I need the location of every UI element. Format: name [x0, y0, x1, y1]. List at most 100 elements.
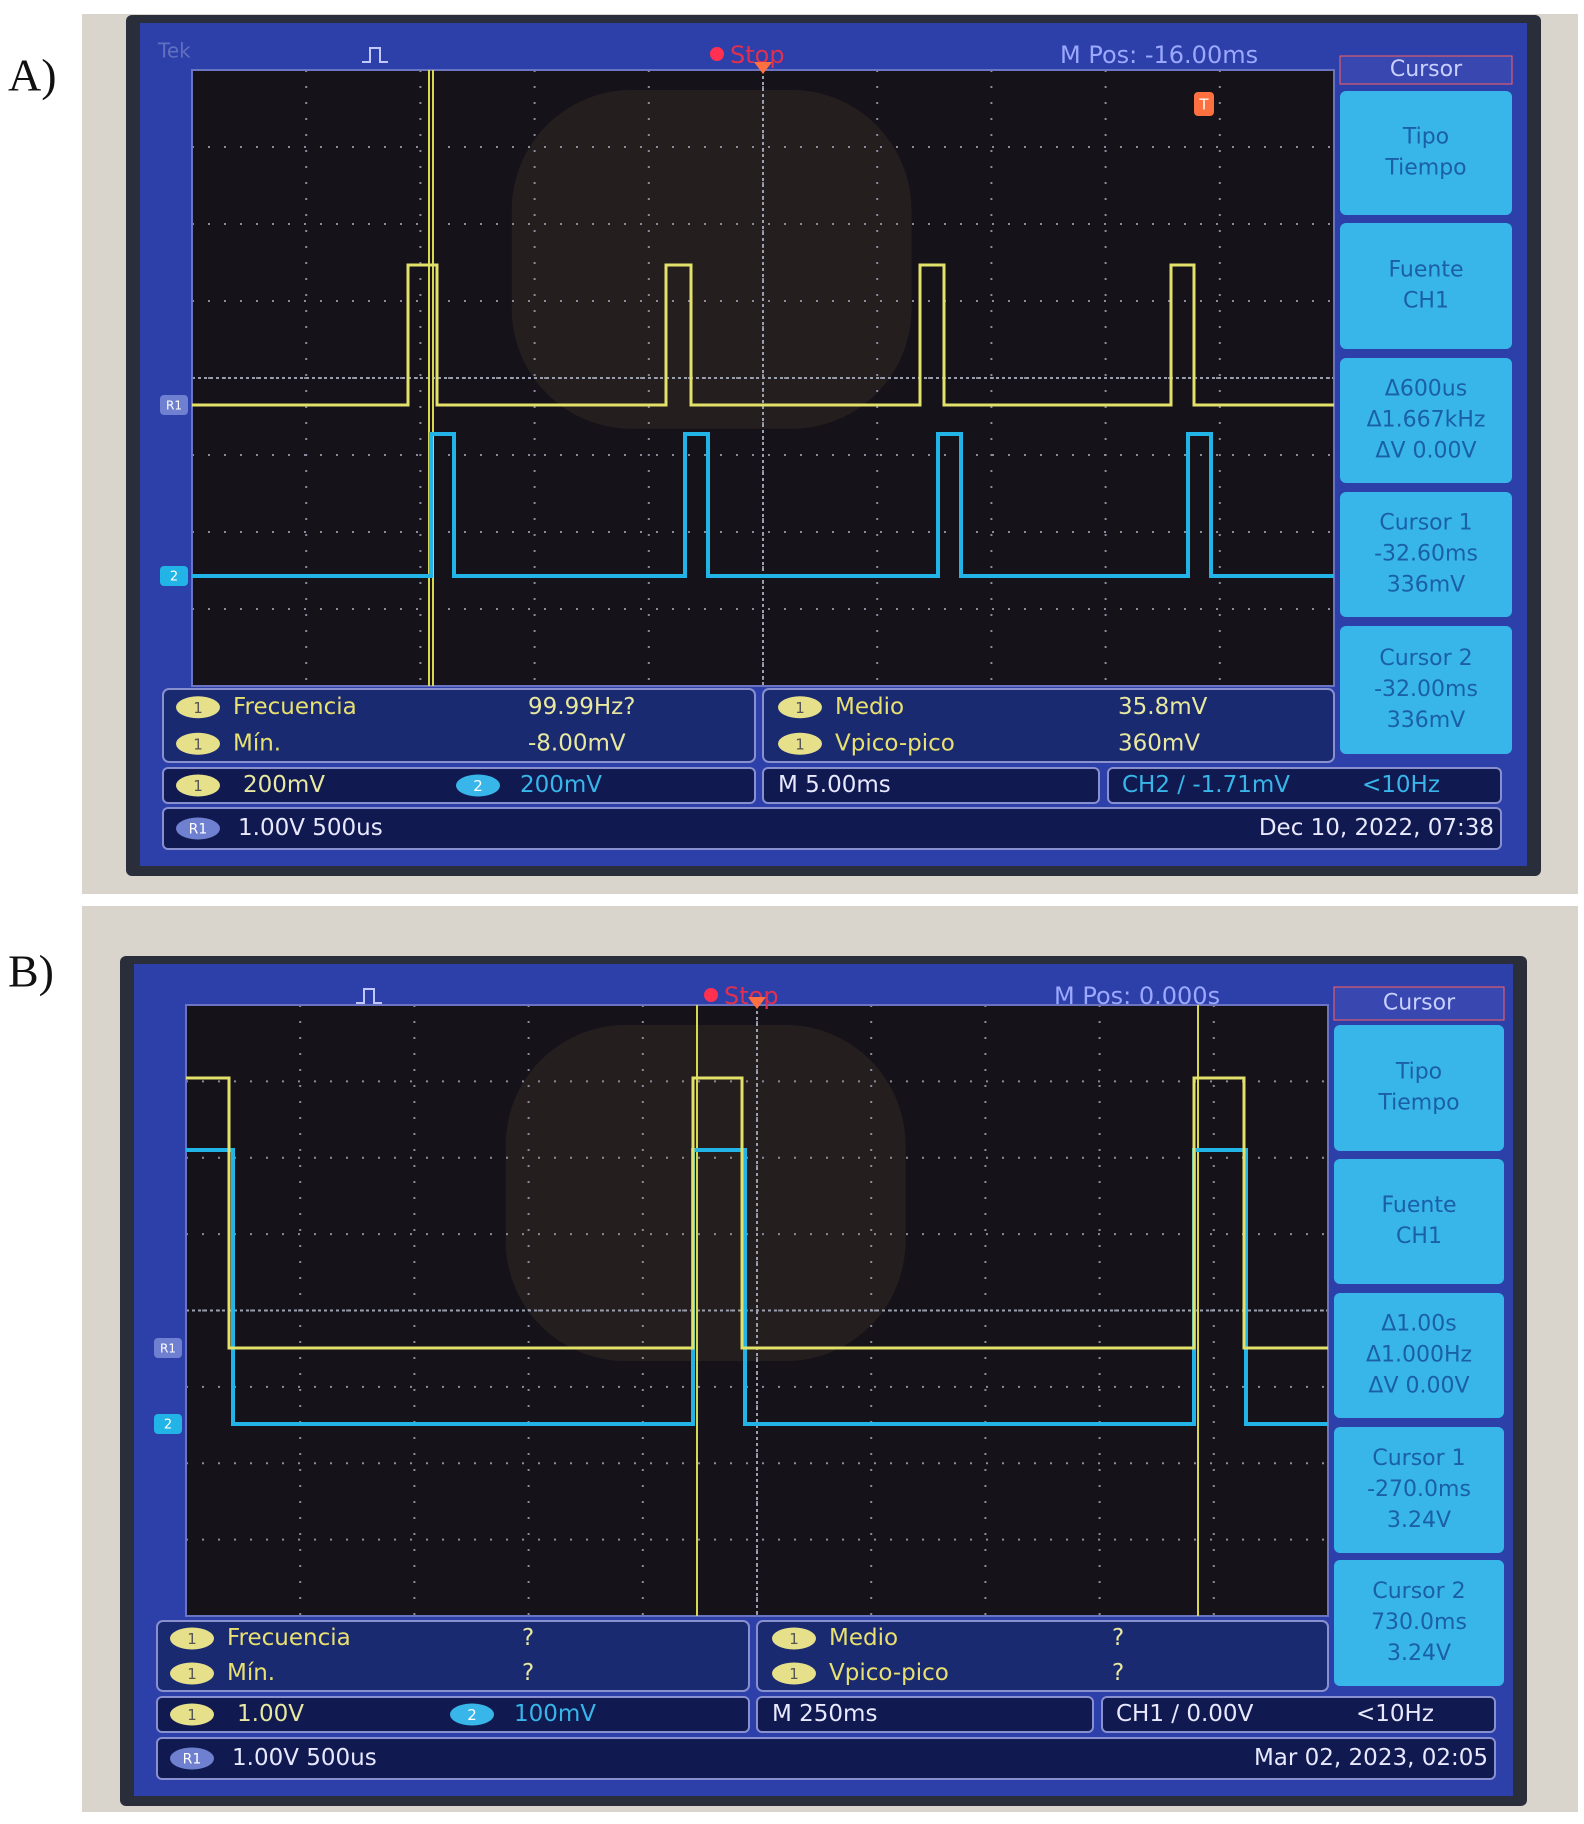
reference-badge-label: R1	[183, 1752, 202, 1768]
channel-scale: 200mV	[243, 772, 325, 798]
measure-name: Medio	[829, 1625, 898, 1651]
measure-box	[756, 1620, 1329, 1692]
ch2-marker	[154, 1414, 182, 1434]
reference-setting: 1.00V 500us	[238, 815, 383, 841]
channel-badge-label: 1	[193, 777, 203, 795]
channel-badge-label: 1	[795, 735, 805, 753]
timebase: M 250ms	[772, 1701, 877, 1727]
trigger-pulse-icon	[362, 47, 388, 63]
menu-button-text: Δ1.00s	[1381, 1312, 1457, 1337]
channel-badge-label: 1	[795, 699, 805, 717]
menu-button[interactable]	[1340, 91, 1512, 215]
measure-name: Frecuencia	[233, 694, 357, 720]
menu-title: Cursor	[1390, 57, 1463, 82]
menu-button[interactable]	[1340, 223, 1512, 349]
menu-button-text: Tiempo	[1384, 156, 1466, 181]
channel-badge-label: 1	[193, 699, 203, 717]
measure-value: 360mV	[1118, 730, 1200, 756]
channel-badge-label: 2	[467, 1706, 477, 1724]
channel-badge-label: 1	[187, 1706, 197, 1724]
measure-value: ?	[522, 1625, 534, 1651]
menu-button-text: Tipo	[1402, 125, 1449, 150]
run-status: Stop	[724, 982, 779, 1010]
menu-button[interactable]	[1340, 626, 1512, 754]
menu-button-text: 3.24V	[1387, 1641, 1451, 1666]
panel-label: A)	[8, 50, 57, 101]
ch1-trace	[192, 263, 1334, 407]
channel-badge	[456, 774, 500, 797]
measure-value: 99.99Hz?	[528, 694, 635, 720]
timebase: M 5.00ms	[778, 772, 891, 798]
reference-setting: 1.00V 500us	[232, 1745, 377, 1771]
channel-scale: 1.00V	[237, 1701, 304, 1727]
menu-button-text: Cursor 1	[1372, 1446, 1465, 1471]
reference-box	[162, 807, 1502, 850]
channel-badge	[778, 732, 822, 755]
glare	[505, 1025, 906, 1362]
menu-button-text: CH1	[1403, 289, 1449, 314]
measure-name: Vpico-pico	[829, 1660, 949, 1686]
channel-badge	[176, 732, 220, 755]
ch2-marker-label: 2	[164, 1418, 172, 1433]
menu-button[interactable]	[1334, 1427, 1504, 1553]
menu-button-text: 3.24V	[1387, 1508, 1451, 1533]
menu-title: Cursor	[1383, 991, 1456, 1016]
menu-button-text: Δ1.000Hz	[1366, 1343, 1472, 1368]
glare	[511, 90, 912, 429]
reference-box	[156, 1737, 1496, 1780]
menu-header	[1339, 55, 1513, 85]
channel-badge-label: 1	[187, 1665, 197, 1683]
trigger-position-marker	[748, 997, 766, 1009]
menu-button[interactable]	[1334, 1560, 1504, 1686]
channel-badge-label: 1	[789, 1665, 799, 1683]
timebase-box	[756, 1696, 1094, 1733]
timestamp: Mar 02, 2023, 02:05	[1254, 1745, 1488, 1771]
channel-badge	[170, 1703, 214, 1726]
menu-button-text: Tiempo	[1377, 1091, 1459, 1116]
measure-box	[762, 688, 1335, 763]
channel-badge	[170, 1627, 214, 1650]
channel-badge	[176, 774, 220, 797]
menu-button[interactable]	[1334, 1025, 1504, 1151]
measure-value: 35.8mV	[1118, 694, 1208, 720]
trigger-frequency: <10Hz	[1356, 1701, 1434, 1727]
menu-button-text: Tipo	[1395, 1060, 1442, 1085]
menu-button[interactable]	[1340, 358, 1512, 483]
ch2-marker	[160, 566, 188, 586]
menu-button-text: Cursor 1	[1379, 511, 1472, 536]
reference-badge	[170, 1747, 214, 1770]
menu-button-text: Fuente	[1381, 1193, 1456, 1218]
menu-button-text: Cursor 2	[1372, 1579, 1465, 1604]
trigger-setting: CH2 ∕ -1.71mV	[1122, 772, 1290, 798]
ch2-trace	[192, 432, 1334, 578]
menu-button[interactable]	[1334, 1159, 1504, 1284]
measure-value: ?	[522, 1660, 534, 1686]
trigger-box	[1101, 1696, 1496, 1733]
menu-button-text: Δ1.667kHz	[1367, 408, 1486, 433]
channel-badge-label: 1	[187, 1630, 197, 1648]
trigger-position-marker	[754, 62, 772, 74]
channel-badge	[778, 696, 822, 719]
channel-badge	[176, 696, 220, 719]
stop-dot	[710, 47, 724, 61]
scope-panel: B) R1 2 Stop M Pos: 0.000s Cursor Tipo Tiempo Fu…	[8, 906, 1578, 1812]
menu-button-text: -270.0ms	[1367, 1477, 1471, 1502]
measure-name: Mín.	[227, 1660, 275, 1686]
menu-button[interactable]	[1340, 492, 1512, 617]
menu-button[interactable]	[1334, 1293, 1504, 1418]
measure-value: ?	[1112, 1625, 1124, 1651]
measure-name: Vpico-pico	[835, 730, 955, 756]
menu-button-text: Cursor 2	[1379, 646, 1472, 671]
menu-button-text: 730.0ms	[1371, 1610, 1467, 1635]
ref-marker-label: R1	[160, 1342, 176, 1356]
menu-button-text: CH1	[1396, 1224, 1442, 1249]
ref-marker-label: R1	[166, 399, 182, 413]
reference-badge	[176, 817, 220, 840]
position: M Pos: -16.00ms	[1060, 41, 1258, 69]
ref-marker	[154, 1338, 182, 1358]
channel-badge	[772, 1627, 816, 1650]
ref-marker	[160, 395, 188, 415]
menu-button-text: ΔV 0.00V	[1375, 439, 1476, 464]
channel-badge	[772, 1662, 816, 1685]
